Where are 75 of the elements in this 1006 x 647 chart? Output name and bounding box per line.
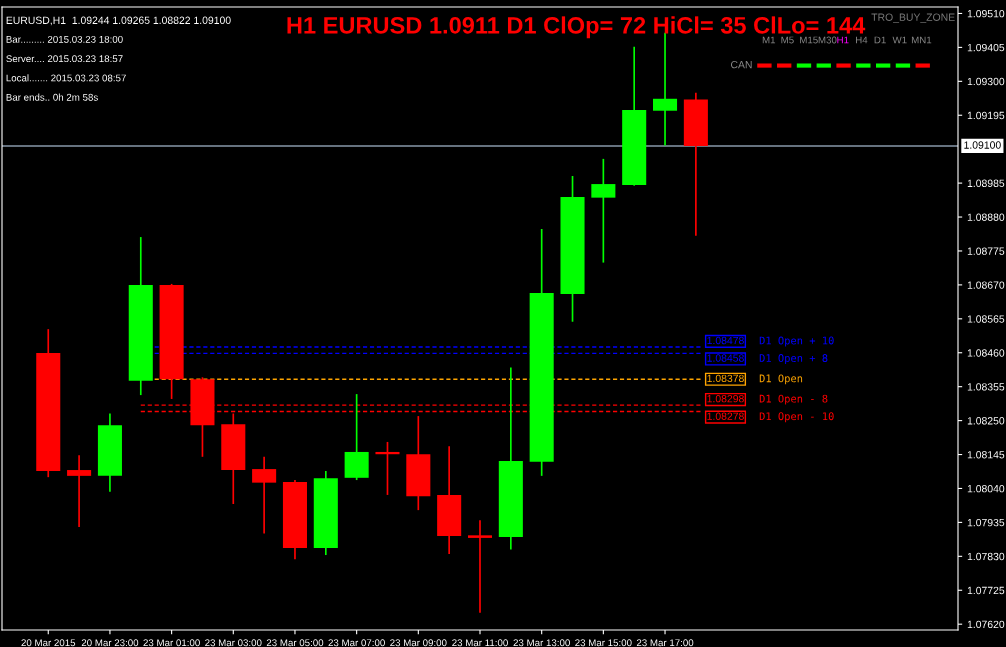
annotation: Bar ends.. 0h 2m 58s xyxy=(6,93,98,101)
x-tick-label: 20 Mar 23:00 xyxy=(81,639,139,647)
annotation: M1 xyxy=(762,36,776,44)
y-tick-label: 1.07935 xyxy=(967,518,1005,527)
candlestick xyxy=(437,445,462,555)
annotation: Server.... 2015.03.23 18:57 xyxy=(6,55,123,63)
x-tick-label: 23 Mar 13:00 xyxy=(513,639,570,647)
y-tick-label: 1.08775 xyxy=(967,247,1005,255)
annotation: EURUSD,H1 1.09244 1.09265 1.08822 1.09100 xyxy=(6,16,231,26)
annotation: MN1 xyxy=(911,36,932,44)
y-tick-label: 1.09405 xyxy=(967,43,1005,52)
annotation: 1.08298 xyxy=(707,394,744,403)
annotation: 1.08378 xyxy=(707,374,744,383)
candlestick xyxy=(67,454,92,528)
y-tick-label: 1.08670 xyxy=(967,281,1005,289)
candlestick xyxy=(282,479,307,561)
candlestick xyxy=(221,412,246,505)
y-tick-label: 1.07830 xyxy=(967,552,1005,561)
candlestick xyxy=(529,228,554,477)
candlestick xyxy=(252,455,277,535)
ref-line-label: D1 Open + 8 xyxy=(759,354,828,365)
candlestick xyxy=(467,519,493,614)
candlestick xyxy=(406,415,431,511)
candlestick xyxy=(653,32,678,147)
annotation: 1.08278 xyxy=(707,412,744,420)
x-tick-label: 20 Mar 2015 xyxy=(21,639,76,647)
x-tick-label: 23 Mar 03:00 xyxy=(205,639,262,647)
annotation: H4 xyxy=(856,36,868,44)
x-tick-label: 23 Mar 15:00 xyxy=(575,639,632,647)
x-tick-label: 23 Mar 01:00 xyxy=(143,639,200,647)
y-tick-label: 1.08145 xyxy=(967,451,1005,459)
candlestick xyxy=(683,91,708,237)
annotation: CAN xyxy=(731,60,752,69)
ref-line-label: 1.09100 xyxy=(964,141,1001,149)
candlestick xyxy=(128,236,153,396)
candlestick xyxy=(498,366,523,551)
annotation: Bar......... 2015.03.23 18:00 xyxy=(6,35,123,43)
x-tick-label: 23 Mar 07:00 xyxy=(328,639,385,647)
y-tick-label: 1.08985 xyxy=(967,179,1005,187)
y-tick-label: 1.09195 xyxy=(967,111,1005,120)
candlestick xyxy=(344,393,369,481)
candlestick xyxy=(622,45,647,187)
y-tick-label: 1.07725 xyxy=(967,586,1005,595)
annotation: M15 xyxy=(800,36,818,44)
x-tick-label: 23 Mar 05:00 xyxy=(266,639,324,647)
ref-line-label: D1 Open - 8 xyxy=(759,394,828,405)
y-tick-label: 1.08040 xyxy=(967,484,1005,493)
annotation: 1.08478 xyxy=(707,336,744,345)
y-tick-label: 1.07620 xyxy=(967,620,1005,629)
candlestick xyxy=(591,158,616,264)
candlestick xyxy=(97,412,122,493)
annotation: TRO_BUY_ZONE xyxy=(871,13,955,23)
y-tick-label: 1.08355 xyxy=(967,383,1005,391)
y-tick-label: 1.09510 xyxy=(967,9,1005,18)
x-tick-label: 23 Mar 09:00 xyxy=(390,639,447,647)
candlestick xyxy=(560,175,585,323)
y-tick-label: 1.08250 xyxy=(967,417,1005,425)
x-tick-label: 23 Mar 11:00 xyxy=(452,639,508,647)
annotation: Local....... 2015.03.23 08:57 xyxy=(6,74,126,82)
y-tick-label: 1.08460 xyxy=(967,349,1005,357)
annotation: D1 xyxy=(874,36,886,44)
ref-line-label: D1 Open - 10 xyxy=(759,412,834,423)
y-tick-label: 1.09300 xyxy=(967,77,1005,86)
ref-line-label: D1 Open xyxy=(759,374,803,385)
y-tick-label: 1.08880 xyxy=(967,213,1005,221)
x-tick-label: 23 Mar 17:00 xyxy=(636,639,694,647)
ref-line-label: D1 Open + 10 xyxy=(759,336,834,347)
annotation: M5 xyxy=(781,36,794,44)
candlestick xyxy=(36,328,61,478)
annotation: 1.08458 xyxy=(707,354,744,362)
annotation: W1 xyxy=(892,36,907,44)
candlestick xyxy=(313,470,338,556)
annotation: H1 xyxy=(837,36,849,44)
candlestick xyxy=(159,283,184,400)
y-tick-label: 1.08565 xyxy=(967,315,1005,323)
